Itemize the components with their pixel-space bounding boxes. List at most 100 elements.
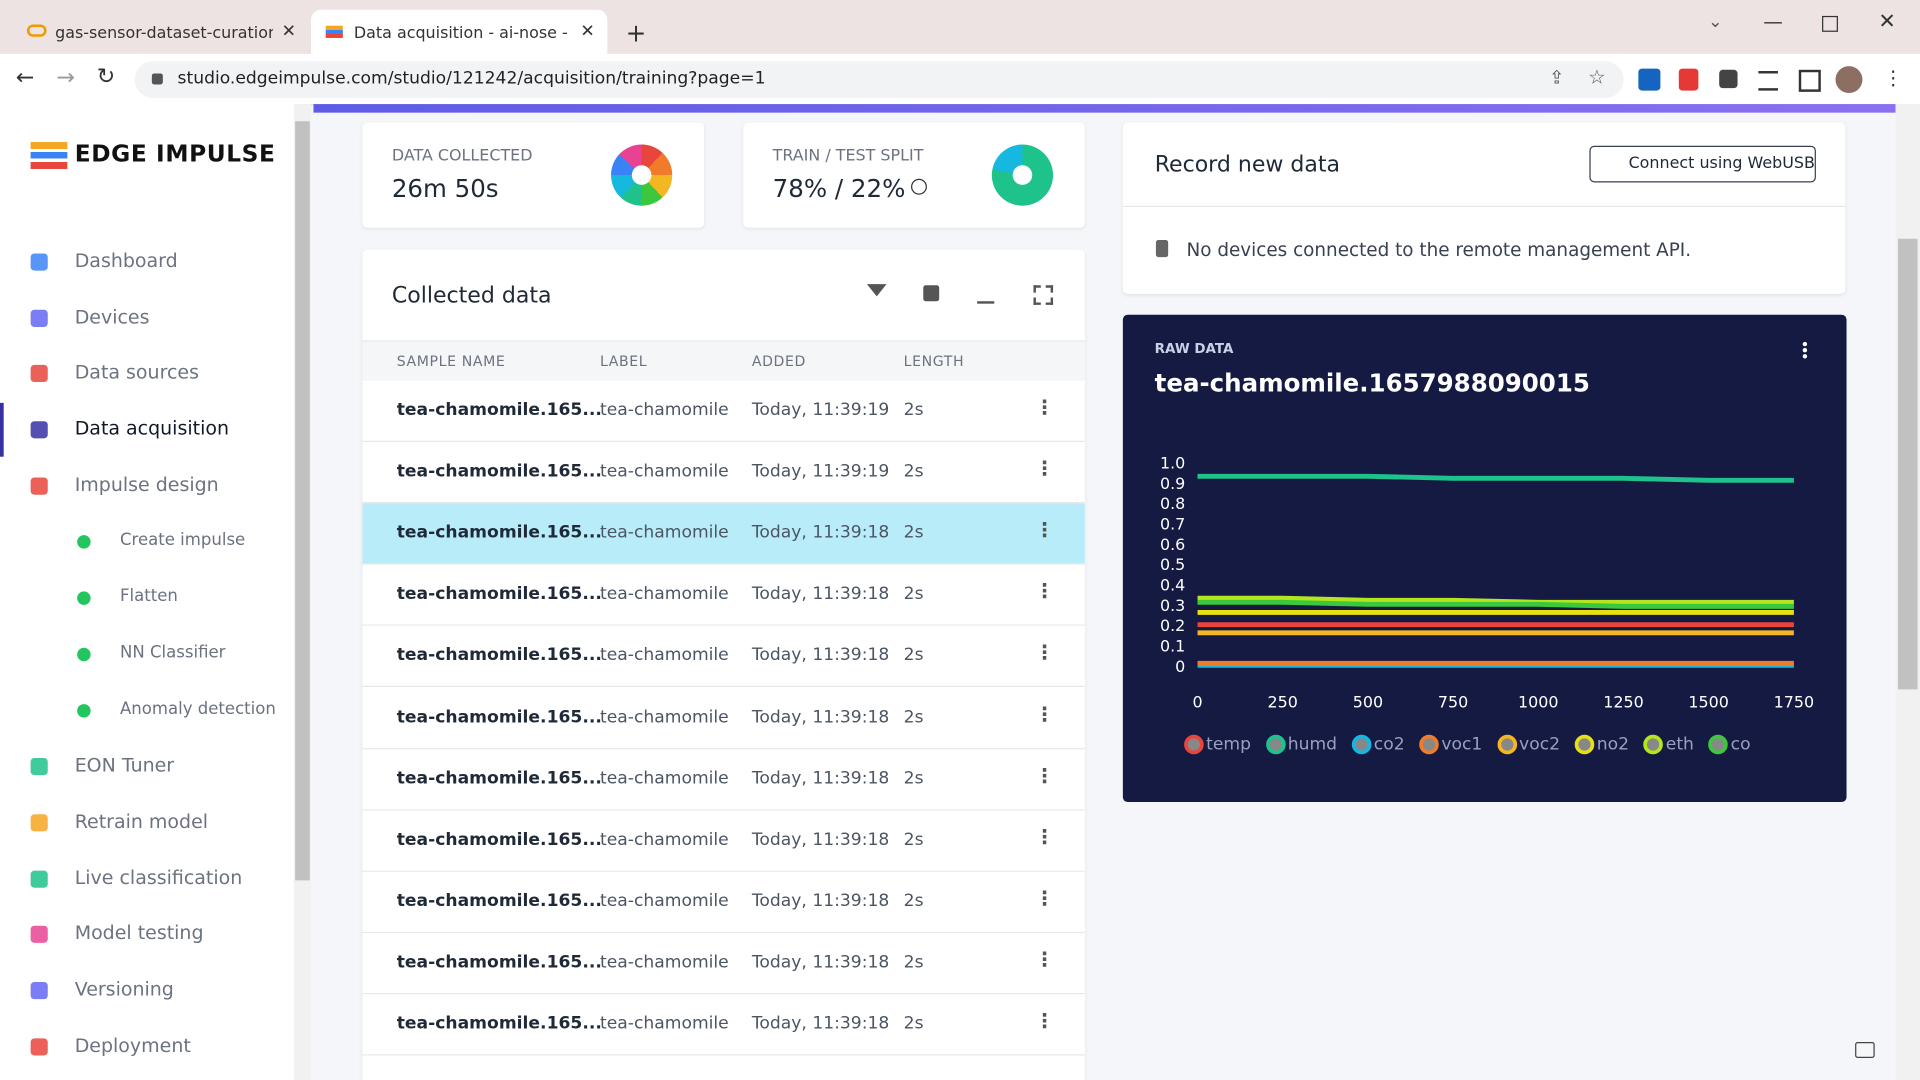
forward-button[interactable]: → <box>56 65 74 91</box>
tab-icon <box>27 24 47 36</box>
status-dot <box>77 648 90 661</box>
connect-button[interactable]: Connect using WebUSB <box>1589 146 1816 183</box>
side-panel[interactable] <box>1799 70 1821 92</box>
select-button[interactable] <box>923 285 939 301</box>
x-tick-label: 750 <box>1438 692 1468 711</box>
nav-item[interactable]: Model testing <box>75 923 204 945</box>
menu-dot <box>1803 348 1807 352</box>
subnav-item[interactable]: Create impulse <box>120 530 245 550</box>
row-menu[interactable]: ⋮ <box>1035 459 1055 479</box>
row-menu[interactable]: ⋮ <box>1035 766 1055 786</box>
nav-item[interactable]: Deployment <box>75 1035 191 1057</box>
legend-item[interactable]: temp <box>1184 735 1251 755</box>
close-window[interactable]: ✕ <box>1878 10 1895 34</box>
button-label: Connect using WebUSB <box>1629 154 1815 172</box>
nav-icon <box>31 310 48 327</box>
scroll-thumb[interactable] <box>295 121 310 880</box>
row-menu[interactable]: ⋮ <box>1035 1011 1055 1031</box>
bookmark-star[interactable]: ☆ <box>1588 65 1606 88</box>
legend-item[interactable]: voc1 <box>1419 735 1482 755</box>
row-menu[interactable]: ⋮ <box>1035 889 1055 909</box>
table-row[interactable]: tea-chamomile.165...tea-chamomileToday, … <box>362 381 1084 442</box>
expand-button[interactable] <box>1033 285 1053 305</box>
browser-menu[interactable]: ⋮ <box>1883 66 1903 89</box>
maximize[interactable] <box>1822 16 1838 32</box>
table-row[interactable]: tea-chamomile.165...tea-chamomileToday, … <box>362 994 1084 1055</box>
reading-list[interactable] <box>1758 71 1778 91</box>
stat-card: TRAIN / TEST SPLIT 78% / 22% <box>743 122 1085 227</box>
menu-dot[interactable] <box>1803 342 1807 346</box>
donut-hole <box>632 165 652 185</box>
legend-item[interactable]: co2 <box>1352 735 1405 755</box>
help-icon[interactable] <box>911 179 927 195</box>
row-menu[interactable]: ⋮ <box>1035 582 1055 602</box>
tab-active[interactable]: Data acquisition - ai-nose - Edge ✕ <box>311 10 607 54</box>
nav-item[interactable]: Live classification <box>75 866 243 888</box>
nav-item[interactable]: Devices <box>75 306 150 328</box>
sample-name: tea-chamomile.165... <box>397 707 602 727</box>
row-menu[interactable]: ⋮ <box>1035 521 1055 541</box>
extensions-button[interactable] <box>1719 70 1737 88</box>
table-row[interactable]: tea-chamomile.165...tea-chamomileToday, … <box>362 442 1084 503</box>
table-row[interactable]: tea-chamomile.165...tea-chamomileToday, … <box>362 565 1084 626</box>
tab[interactable]: gas-sensor-dataset-curation.ipyn ✕ <box>10 10 311 54</box>
subnav-item[interactable]: Anomaly detection <box>120 699 276 719</box>
nav-item[interactable]: Data sources <box>75 361 199 383</box>
donut-hole <box>1013 165 1033 185</box>
x-tick-label: 1250 <box>1603 692 1643 711</box>
nav-item[interactable]: Retrain model <box>75 810 208 832</box>
back-button[interactable]: ← <box>16 65 34 91</box>
x-tick-label: 1750 <box>1774 692 1814 711</box>
table-row[interactable]: tea-chamomile.165...tea-chamomileToday, … <box>362 933 1084 994</box>
sample-name: tea-chamomile.165... <box>397 953 602 973</box>
cell: tea-chamomile <box>600 646 729 666</box>
share-icon[interactable]: ⇪ <box>1549 66 1564 88</box>
nav-item[interactable]: Impulse design <box>75 474 219 496</box>
table-row[interactable]: tea-chamomile.165...tea-chamomileToday, … <box>362 749 1084 810</box>
message: No devices connected to the remote manag… <box>1187 239 1692 261</box>
nav-item[interactable]: EON Tuner <box>75 754 174 776</box>
minimize[interactable]: — <box>1763 10 1783 33</box>
nav-item[interactable]: Versioning <box>75 979 174 1001</box>
filter-button[interactable] <box>867 284 887 296</box>
legend-item[interactable]: voc2 <box>1497 735 1560 755</box>
address-bar[interactable]: studio.edgeimpulse.com/studio/121242/acq… <box>135 61 1624 98</box>
legend-item[interactable]: eth <box>1644 735 1694 755</box>
tab-search[interactable]: ⌄ <box>1708 12 1722 32</box>
feedback-button[interactable] <box>1855 1042 1875 1058</box>
subnav-item[interactable]: Flatten <box>120 587 178 607</box>
cell: 2s <box>904 707 924 727</box>
cell: 2s <box>904 462 924 482</box>
extension-icon[interactable] <box>1679 69 1699 91</box>
row-menu[interactable]: ⋮ <box>1035 705 1055 725</box>
extension-icon[interactable] <box>1638 69 1660 91</box>
reload-button[interactable]: ↻ <box>97 64 115 90</box>
row-menu[interactable]: ⋮ <box>1035 950 1055 970</box>
nav-icon <box>31 926 48 943</box>
tab-close[interactable]: ✕ <box>580 22 594 42</box>
tab-close[interactable]: ✕ <box>282 22 296 42</box>
table-row[interactable]: tea-chamomile.165...tea-chamomileToday, … <box>362 626 1084 687</box>
legend-item[interactable]: no2 <box>1575 735 1629 755</box>
cell: tea-chamomile <box>600 768 729 788</box>
cell: Today, 11:39:19 <box>752 462 889 482</box>
row-menu[interactable]: ⋮ <box>1035 827 1055 847</box>
table-row[interactable]: tea-chamomile.165...tea-chamomileToday, … <box>362 503 1084 564</box>
new-tab[interactable]: + <box>626 18 647 47</box>
row-menu[interactable]: ⋮ <box>1035 643 1055 663</box>
table-row[interactable]: tea-chamomile.165...tea-chamomileToday, … <box>362 872 1084 933</box>
card-title: Record new data <box>1155 152 1340 178</box>
subnav-item[interactable]: NN Classifier <box>120 643 225 663</box>
table-row[interactable]: tea-chamomile.165...tea-chamomileToday, … <box>362 688 1084 749</box>
profile-avatar[interactable] <box>1836 66 1863 93</box>
nav-item[interactable]: Data acquisition <box>75 418 229 440</box>
legend-item[interactable]: humd <box>1266 735 1337 755</box>
tab-icon <box>326 26 343 38</box>
legend-item[interactable]: co <box>1709 735 1751 755</box>
nav-item[interactable]: Dashboard <box>75 250 178 272</box>
upload-button[interactable] <box>977 284 994 304</box>
scroll-thumb[interactable] <box>1898 239 1918 690</box>
row-menu[interactable]: ⋮ <box>1035 398 1055 418</box>
table-row[interactable]: tea-chamomile.165...tea-chamomileToday, … <box>362 810 1084 871</box>
lock-icon <box>152 73 163 84</box>
